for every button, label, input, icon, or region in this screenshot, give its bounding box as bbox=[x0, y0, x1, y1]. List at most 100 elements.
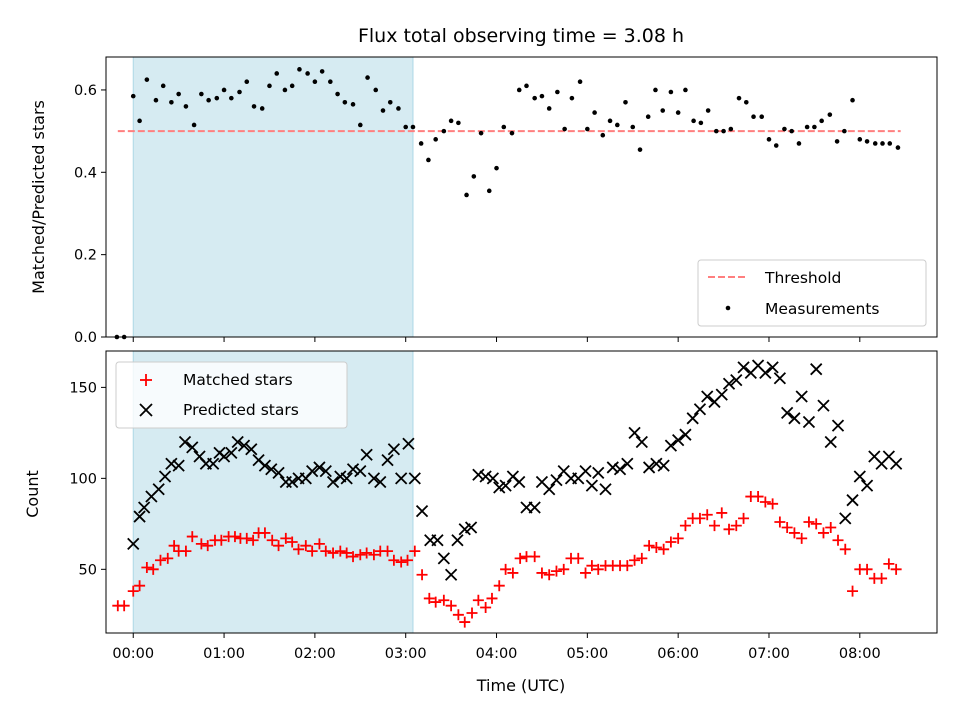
predicted-star-point bbox=[479, 470, 492, 483]
predicted-star-point bbox=[354, 464, 367, 478]
measurement-point bbox=[546, 106, 552, 111]
predicted-star-point bbox=[824, 435, 837, 449]
measurement-point bbox=[176, 91, 181, 97]
measurement-point bbox=[887, 141, 893, 146]
measurement-point bbox=[766, 137, 772, 142]
bottom-legend-box bbox=[115, 361, 348, 429]
matched-star-point bbox=[327, 547, 339, 559]
matched-star-point bbox=[803, 516, 815, 528]
measurement-point bbox=[751, 114, 756, 120]
matched-star-point bbox=[586, 560, 598, 572]
matched-star-point bbox=[438, 594, 450, 606]
measurement-point bbox=[464, 192, 469, 198]
measurement-point bbox=[494, 165, 499, 171]
measurement-point bbox=[282, 87, 288, 93]
predicted-star-point bbox=[319, 464, 332, 478]
matched-star-point bbox=[409, 545, 421, 557]
bottom-x-tick-label: 03:00 bbox=[385, 646, 427, 662]
matched-star-point bbox=[658, 543, 670, 555]
predicted-star-point bbox=[265, 463, 278, 476]
matched-star-point bbox=[825, 521, 837, 533]
predicted-star-point bbox=[628, 426, 641, 440]
predicted-star-point bbox=[621, 457, 634, 470]
matched-star-point bbox=[723, 523, 735, 535]
matched-star-point bbox=[186, 531, 198, 543]
matched-star-point bbox=[229, 531, 241, 543]
matched-star-point bbox=[388, 554, 400, 566]
measurement-point bbox=[456, 120, 461, 126]
measurement-point bbox=[130, 93, 136, 99]
measurement-point bbox=[880, 141, 885, 146]
measurement-point bbox=[199, 91, 204, 97]
matched-star-point bbox=[273, 540, 285, 552]
measurement-point bbox=[668, 89, 674, 95]
measurement-point bbox=[645, 114, 651, 120]
predicted-star-point bbox=[415, 504, 429, 518]
matched-star-point bbox=[514, 552, 526, 564]
matched-star-point bbox=[382, 545, 394, 557]
matched-star-point bbox=[452, 609, 464, 621]
bottom-x-tick-label: 06:00 bbox=[657, 646, 699, 662]
measurement-point bbox=[509, 130, 515, 136]
measurement-point bbox=[569, 95, 575, 101]
matched-star-point bbox=[694, 512, 706, 524]
matched-star-point bbox=[738, 512, 750, 524]
predicted-star-point bbox=[606, 461, 619, 474]
measurement-point bbox=[410, 124, 416, 130]
measurement-point bbox=[251, 104, 257, 109]
predicted-star-point bbox=[258, 459, 272, 472]
bottom-x-tick-label: 07:00 bbox=[748, 646, 790, 662]
measurement-point bbox=[237, 89, 242, 95]
predicted-star-point bbox=[550, 474, 563, 487]
matched-star-point bbox=[241, 532, 253, 544]
measurement-point bbox=[433, 137, 438, 142]
matched-star-point bbox=[215, 534, 227, 546]
predicted-star-point bbox=[464, 521, 478, 534]
measurement-point bbox=[312, 79, 318, 85]
bottom-y-axis-label: Count bbox=[23, 470, 42, 518]
predicted-star-point bbox=[839, 512, 852, 525]
measurement-point bbox=[486, 188, 492, 194]
matched-star-point bbox=[127, 585, 139, 597]
matched-star-point bbox=[195, 538, 207, 550]
measurement-point bbox=[448, 118, 454, 124]
predicted-star-point bbox=[374, 475, 387, 489]
predicted-star-point bbox=[217, 450, 231, 463]
measurement-point bbox=[592, 110, 597, 115]
measurement-point bbox=[653, 87, 658, 93]
matched-star-point bbox=[147, 563, 159, 575]
matched-star-point bbox=[334, 545, 346, 557]
matched-star-point bbox=[507, 567, 519, 579]
legend-matched-swatch bbox=[140, 374, 152, 386]
predicted-star-point bbox=[795, 390, 808, 403]
predicted-star-point bbox=[759, 366, 772, 379]
measurement-point bbox=[259, 106, 265, 111]
matched-star-point bbox=[817, 527, 829, 539]
measurement-point bbox=[350, 102, 356, 107]
top-legend: Threshold Measurements bbox=[697, 259, 927, 327]
legend-matched-label: Matched stars bbox=[183, 371, 293, 389]
predicted-star-point bbox=[686, 412, 699, 425]
matched-star-point bbox=[445, 600, 457, 612]
predicted-star-point bbox=[528, 501, 541, 514]
measurement-point bbox=[478, 130, 484, 136]
matched-star-point bbox=[752, 491, 764, 503]
measurement-point bbox=[319, 69, 325, 74]
measurement-point bbox=[418, 141, 424, 146]
measurement-point bbox=[539, 93, 545, 99]
measurement-point bbox=[183, 104, 189, 109]
matched-star-point bbox=[621, 560, 633, 572]
measurement-point bbox=[736, 95, 742, 101]
predicted-star-point bbox=[831, 419, 845, 432]
matched-star-point bbox=[402, 554, 414, 566]
measurement-point bbox=[471, 174, 477, 179]
predicted-star-point bbox=[165, 457, 178, 470]
matched-star-point bbox=[767, 498, 779, 510]
measurement-point bbox=[743, 99, 749, 105]
measurement-point bbox=[857, 137, 863, 142]
predicted-star-point bbox=[722, 377, 736, 390]
bottom-x-tick-label: 04:00 bbox=[476, 646, 518, 662]
matched-star-point bbox=[536, 567, 548, 579]
predicted-star-point bbox=[613, 463, 627, 476]
predicted-star-point bbox=[138, 501, 151, 514]
